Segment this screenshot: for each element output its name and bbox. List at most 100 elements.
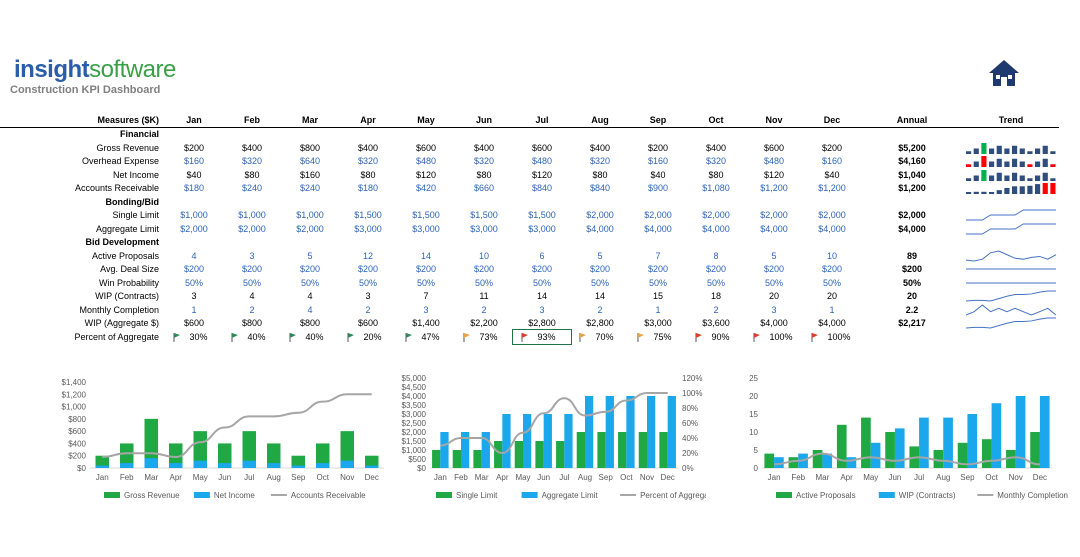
empty-cell[interactable] [513,236,571,250]
empty-cell[interactable] [963,236,1059,250]
empty-cell[interactable] [629,195,687,209]
percent-cell[interactable]: 75% [629,330,687,344]
value-cell[interactable]: $2,000 [644,210,672,221]
annual-cell[interactable]: 20 [906,291,917,302]
value-cell[interactable]: $2,000 [818,210,846,221]
annual-cell[interactable]: $4,000 [898,223,926,234]
value-cell[interactable]: 20 [768,291,779,302]
value-cell[interactable]: $240 [241,183,263,194]
value-cell[interactable]: 14 [536,291,547,302]
value-cell[interactable]: $80 [708,169,724,180]
row-label[interactable]: WIP (Aggregate $) [84,318,159,329]
value-cell[interactable]: $40 [186,169,202,180]
value-cell[interactable]: $200 [821,142,843,153]
value-cell[interactable]: $2,200 [470,318,498,329]
empty-cell[interactable] [513,195,571,209]
value-cell[interactable]: $840 [531,183,553,194]
value-cell[interactable]: $1,500 [412,210,440,221]
value-cell[interactable]: $3,000 [528,223,556,234]
empty-cell[interactable] [397,195,455,209]
value-cell[interactable]: $600 [763,142,785,153]
value-cell[interactable]: 50% [474,277,493,288]
empty-cell[interactable] [803,195,861,209]
value-cell[interactable]: $80 [592,169,608,180]
value-cell[interactable]: $660 [473,183,495,194]
value-cell[interactable]: $4,000 [760,223,788,234]
value-cell[interactable]: $320 [473,156,495,167]
value-cell[interactable]: $2,800 [528,318,556,329]
value-cell[interactable]: $200 [647,264,669,275]
value-cell[interactable]: $160 [647,156,669,167]
value-cell[interactable]: 10 [478,250,489,261]
value-cell[interactable]: 4 [249,291,255,302]
value-cell[interactable]: 50% [416,277,435,288]
empty-cell[interactable] [281,195,339,209]
value-cell[interactable]: $4,000 [644,223,672,234]
empty-cell[interactable] [963,127,1059,141]
value-cell[interactable]: 3 [249,250,255,261]
empty-cell[interactable] [571,195,629,209]
value-cell[interactable]: 14 [594,291,605,302]
value-cell[interactable]: 7 [423,291,429,302]
value-cell[interactable]: $3,000 [354,223,382,234]
value-cell[interactable]: 2 [365,304,371,315]
value-cell[interactable]: $200 [299,264,321,275]
value-cell[interactable]: 50% [648,277,667,288]
value-cell[interactable]: $4,000 [702,223,730,234]
value-cell[interactable]: $600 [531,142,553,153]
annual-cell[interactable]: 50% [902,277,921,288]
value-cell[interactable]: $320 [589,156,611,167]
value-cell[interactable]: $1,500 [470,210,498,221]
value-cell[interactable]: 3 [771,304,777,315]
row-label[interactable]: Avg. Deal Size [100,264,159,275]
percent-cell[interactable]: 100% [745,330,803,344]
section-label[interactable]: Bonding/Bid [105,196,160,207]
value-cell[interactable]: $200 [763,264,785,275]
value-cell[interactable]: $3,600 [702,318,730,329]
annual-cell[interactable]: 2.2 [905,304,919,315]
row-label[interactable]: Win Probability [98,277,159,288]
empty-cell[interactable] [455,195,513,209]
value-cell[interactable]: $200 [183,264,205,275]
empty-cell[interactable] [165,236,223,250]
value-cell[interactable]: 15 [652,291,663,302]
percent-cell[interactable]: 70% [571,330,629,344]
row-label[interactable]: Percent of Aggregate [74,331,159,342]
value-cell[interactable]: 12 [362,250,373,261]
empty-cell[interactable] [861,195,963,209]
annual-cell[interactable]: $200 [901,264,923,275]
value-cell[interactable]: $4,000 [818,223,846,234]
percent-cell[interactable]: 40% [223,330,281,344]
value-cell[interactable]: 20 [826,291,837,302]
value-cell[interactable]: $800 [241,318,263,329]
value-cell[interactable]: $200 [241,264,263,275]
percent-cell[interactable]: 90% [687,330,745,344]
value-cell[interactable]: $180 [183,183,205,194]
value-cell[interactable]: 3 [365,291,371,302]
empty-cell[interactable] [165,195,223,209]
value-cell[interactable]: $4,000 [818,318,846,329]
value-cell[interactable]: $400 [241,142,263,153]
value-cell[interactable]: $600 [183,318,205,329]
value-cell[interactable]: $480 [415,156,437,167]
annual-cell[interactable]: $4,160 [898,156,926,167]
value-cell[interactable]: $200 [705,264,727,275]
value-cell[interactable]: $1,000 [180,210,208,221]
value-cell[interactable]: $120 [531,169,553,180]
value-cell[interactable]: $2,000 [238,223,266,234]
annual-cell[interactable]: $1,200 [898,183,926,194]
percent-cell[interactable]: 93% [512,329,572,345]
value-cell[interactable]: $400 [589,142,611,153]
value-cell[interactable]: 50% [242,277,261,288]
percent-cell[interactable]: 47% [397,330,455,344]
percent-cell[interactable]: 40% [281,330,339,344]
annual-cell[interactable]: $1,040 [898,169,926,180]
value-cell[interactable]: 6 [539,250,545,261]
value-cell[interactable]: 50% [532,277,551,288]
value-cell[interactable]: 2 [249,304,255,315]
value-cell[interactable]: 50% [590,277,609,288]
empty-cell[interactable] [745,127,803,141]
empty-cell[interactable] [223,195,281,209]
value-cell[interactable]: $900 [647,183,669,194]
value-cell[interactable]: 3 [423,304,429,315]
